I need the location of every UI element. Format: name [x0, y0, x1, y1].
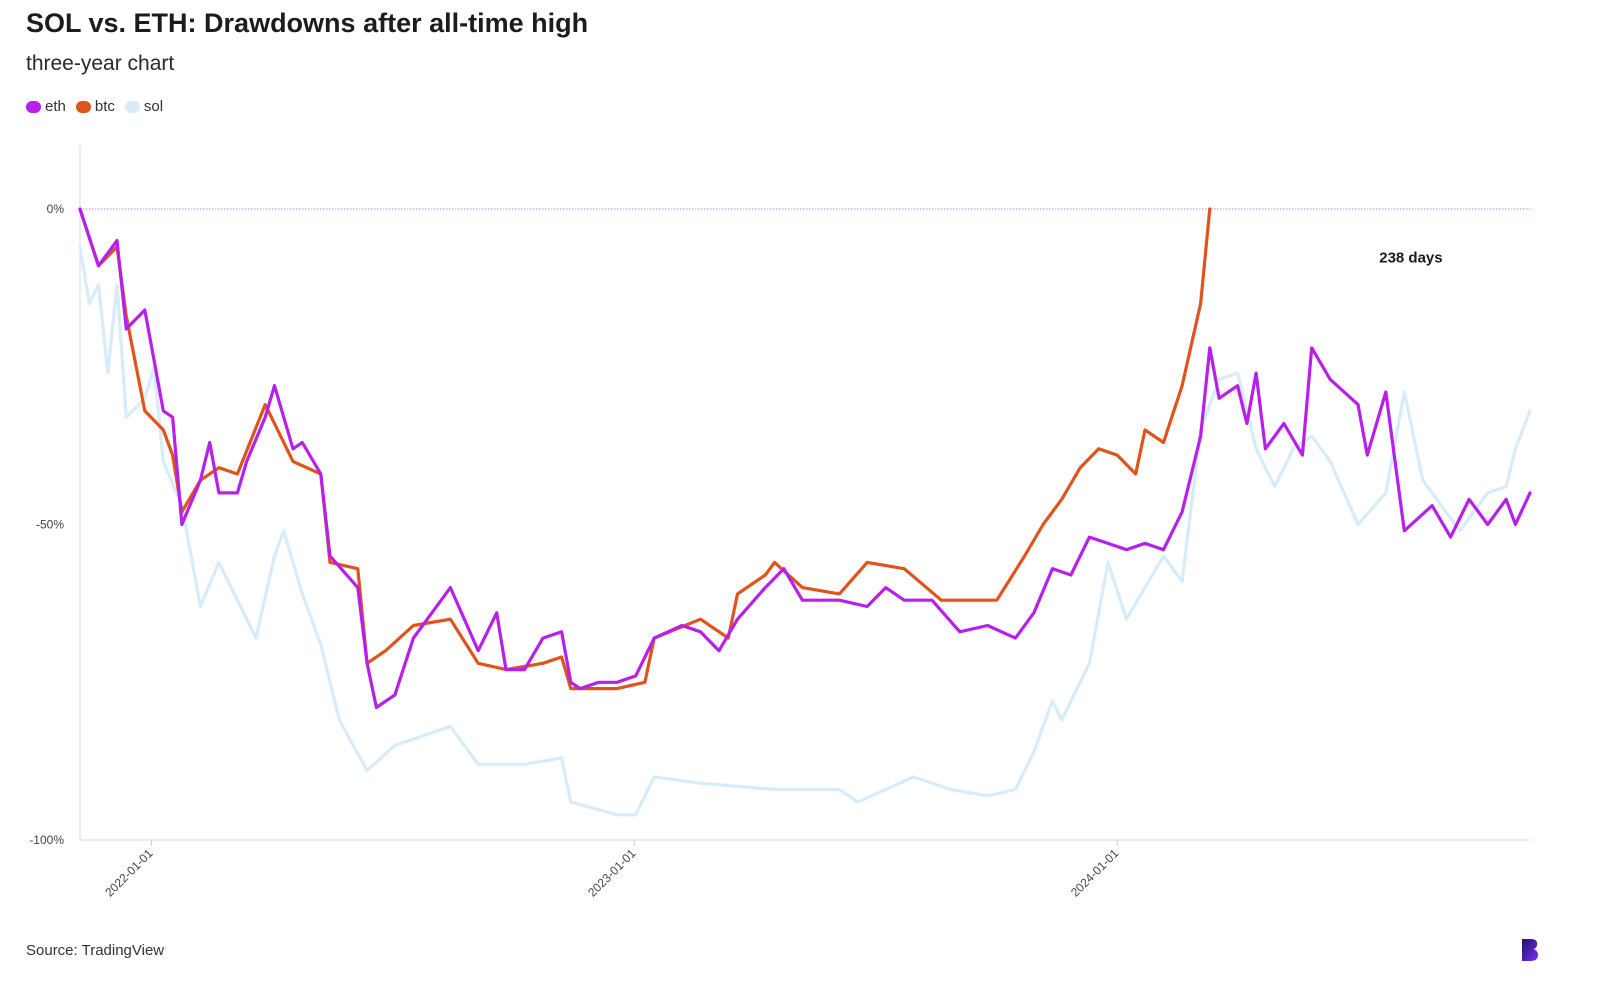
- legend-swatch-btc: [75, 100, 91, 113]
- series-line-eth: [78, 207, 1532, 710]
- series-line-sol: [78, 245, 1532, 817]
- y-tick-label: -50%: [36, 518, 64, 532]
- y-tick-label: 0%: [47, 202, 65, 216]
- source-note: Source: TradingView: [26, 942, 165, 959]
- chart-title: SOL vs. ETH: Drawdowns after all-time hi…: [26, 8, 589, 38]
- legend-swatch-sol: [124, 100, 140, 113]
- legend-label-eth: eth: [45, 98, 66, 115]
- brand-logo-icon: [1522, 939, 1539, 961]
- legend-swatch-eth: [26, 100, 41, 113]
- x-tick-label: 2023-01-01: [585, 846, 639, 900]
- annotation-label: 238 days: [1379, 250, 1442, 267]
- legend-item-btc[interactable]: btc: [75, 98, 115, 115]
- legend-label-btc: btc: [94, 98, 115, 115]
- legend-item-sol[interactable]: sol: [124, 98, 164, 115]
- y-tick-label: -100%: [29, 833, 64, 847]
- series-line-btc: [78, 207, 1212, 691]
- x-tick-label: 2024-01-01: [1068, 846, 1122, 900]
- x-tick-label: 2022-01-01: [102, 846, 156, 900]
- chart-subtitle: three-year chart: [26, 52, 175, 75]
- legend-item-eth[interactable]: eth: [26, 98, 66, 115]
- legend-label-sol: sol: [143, 98, 164, 115]
- legend: eth btc sol: [26, 98, 163, 115]
